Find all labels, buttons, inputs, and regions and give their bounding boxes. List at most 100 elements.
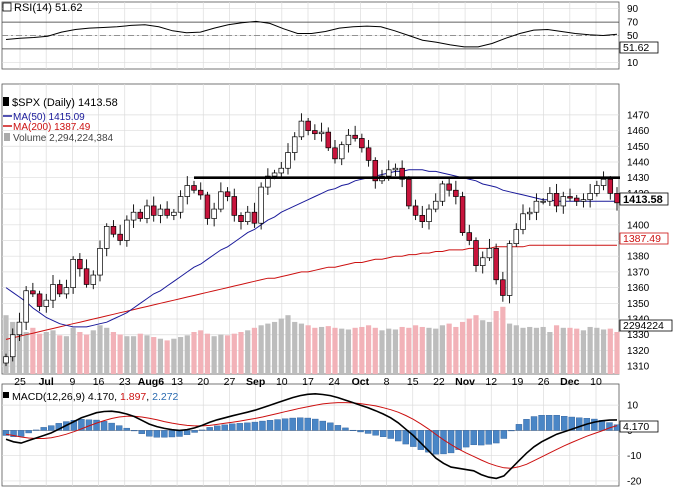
macd-histogram-bar bbox=[334, 425, 342, 431]
volume-bar bbox=[110, 332, 117, 374]
macd-y-tick: -20 bbox=[627, 476, 642, 487]
volume-bar bbox=[406, 327, 412, 374]
volume-icon bbox=[4, 133, 10, 141]
volume-bar bbox=[298, 323, 305, 374]
macd-histogram-bar bbox=[176, 430, 183, 437]
x-tick-label: Aug6 bbox=[138, 376, 164, 388]
candle-down bbox=[332, 147, 338, 160]
candle bbox=[486, 238, 493, 261]
ma50-line bbox=[5, 169, 617, 328]
candle-up bbox=[184, 185, 191, 197]
price-y-tick: 1440 bbox=[627, 157, 650, 168]
candle-up bbox=[345, 134, 352, 146]
volume-bar bbox=[506, 323, 513, 374]
candle-up bbox=[291, 136, 298, 153]
x-tick-label: 22 bbox=[433, 376, 445, 388]
candle bbox=[526, 207, 533, 221]
candle bbox=[157, 204, 164, 224]
macd-histogram-bar bbox=[168, 430, 176, 438]
candle bbox=[493, 243, 499, 285]
candle-up bbox=[594, 185, 600, 194]
macd-histogram-bar bbox=[470, 430, 477, 446]
candle bbox=[150, 196, 157, 222]
volume-bar bbox=[339, 328, 345, 374]
macd-histogram-bar bbox=[214, 425, 221, 431]
x-tick-label: 20 bbox=[197, 376, 209, 388]
candle-up bbox=[244, 211, 251, 222]
macd-histogram-bar bbox=[402, 430, 409, 445]
candle-up bbox=[392, 167, 399, 171]
candle-down bbox=[419, 215, 426, 222]
volume-bar bbox=[204, 333, 211, 374]
candle bbox=[553, 183, 560, 213]
volume-bar bbox=[567, 327, 573, 374]
volume-bar bbox=[500, 306, 506, 374]
ma50-series bbox=[5, 169, 617, 328]
macd-histogram-bar bbox=[198, 429, 206, 431]
price-y-tick: 1350 bbox=[627, 299, 650, 310]
volume-bar bbox=[130, 336, 137, 374]
rsi-value: 51.62 bbox=[623, 42, 649, 54]
candle bbox=[338, 141, 345, 166]
candle bbox=[144, 199, 150, 224]
candle bbox=[103, 223, 110, 257]
candle-up bbox=[298, 120, 305, 138]
candle-up bbox=[439, 183, 446, 202]
ma200-legend: MA(200) 1387.49 bbox=[13, 122, 91, 133]
candle bbox=[3, 353, 9, 367]
candle bbox=[224, 187, 231, 202]
candle bbox=[164, 201, 170, 219]
candle bbox=[258, 182, 264, 230]
x-tick-label: 16 bbox=[93, 376, 105, 388]
volume-bar bbox=[352, 327, 358, 374]
rsi-panel bbox=[2, 8, 619, 63]
macd-histogram-bar bbox=[183, 430, 191, 435]
candle-down bbox=[473, 240, 479, 266]
volume-bar bbox=[198, 330, 204, 374]
candle bbox=[298, 113, 305, 140]
x-tick-label: 8 bbox=[384, 376, 390, 388]
macd-histogram-bar bbox=[462, 430, 470, 448]
macd-histogram-bar bbox=[138, 430, 145, 434]
candle bbox=[560, 191, 567, 214]
candle-up bbox=[432, 200, 439, 210]
volume-bar bbox=[151, 337, 157, 374]
candle-up bbox=[338, 144, 345, 160]
candle bbox=[345, 128, 352, 153]
macd-histogram-bar bbox=[500, 430, 508, 439]
x-tick-label: Oct bbox=[352, 376, 370, 388]
volume-bar bbox=[238, 332, 244, 374]
macd-histogram-bar bbox=[17, 430, 25, 437]
candle bbox=[540, 198, 546, 205]
macd-histogram-bar bbox=[379, 430, 387, 437]
candle-down bbox=[238, 215, 244, 222]
volume-bar bbox=[365, 325, 372, 374]
volume-bar bbox=[527, 326, 533, 374]
x-tick-label: Sep bbox=[246, 376, 265, 388]
ma200-value-tag: 1387.49 bbox=[619, 232, 669, 245]
volume-bar bbox=[3, 315, 9, 374]
volume-legend: Volume 2,294,224,384 bbox=[13, 133, 114, 144]
macd-histogram-bar bbox=[560, 416, 568, 431]
volume-bar bbox=[224, 335, 231, 374]
volume-bar bbox=[466, 318, 472, 374]
volume-bar bbox=[104, 327, 110, 374]
candle bbox=[426, 204, 432, 230]
candle-up bbox=[426, 208, 432, 222]
macd-histogram-bar bbox=[304, 417, 311, 431]
macd-histogram-bar bbox=[553, 415, 560, 431]
volume-bar bbox=[184, 335, 190, 374]
volume-bar bbox=[574, 328, 580, 374]
ma50-legend: MA(50) 1415.09 bbox=[13, 112, 85, 123]
rsi-icon bbox=[2, 2, 12, 12]
candle-up bbox=[23, 290, 29, 323]
x-tick-label: 17 bbox=[302, 376, 314, 388]
candle bbox=[412, 199, 419, 221]
x-tick-label: Dec bbox=[560, 376, 579, 388]
candle bbox=[117, 224, 123, 246]
macd-histogram-bar bbox=[161, 430, 168, 438]
volume-bar bbox=[345, 329, 352, 374]
macd-histogram-bar bbox=[2, 430, 10, 436]
